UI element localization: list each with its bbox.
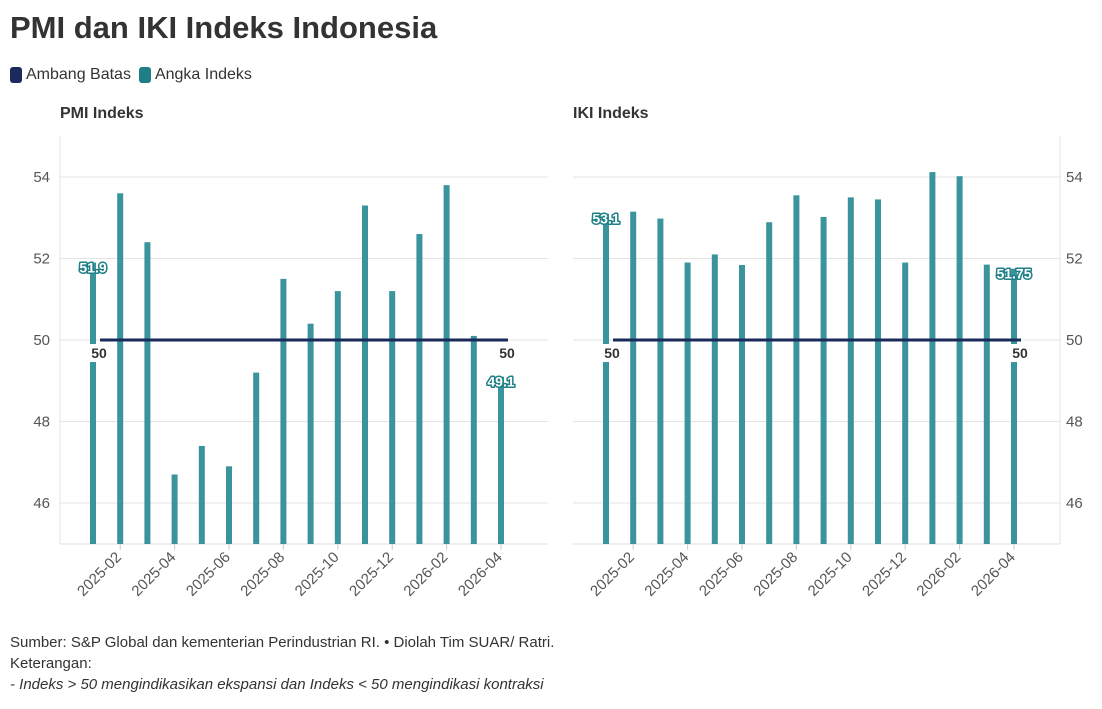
- iki-bar: [630, 211, 637, 544]
- pmi-xtick-label: 2025-04: [128, 549, 179, 600]
- pmi-bar: [144, 242, 151, 544]
- iki-ytick-label: 50: [1066, 332, 1083, 349]
- note-heading: Keterangan:: [10, 655, 92, 672]
- pmi-ytick-label: 46: [33, 495, 50, 512]
- iki-bar: [983, 264, 990, 544]
- iki-threshold-label-bg: [1010, 344, 1026, 362]
- pmi-xtick-label: 2025-10: [292, 549, 343, 600]
- legend-item-threshold[interactable]: Ambang Batas: [10, 66, 131, 84]
- pmi-bar: [90, 262, 96, 544]
- legend-label-index: Angka Indeks: [154, 66, 252, 83]
- iki-ytick-label: 52: [1066, 251, 1083, 268]
- pmi-ytick-label: 54: [33, 169, 50, 186]
- iki-ytick-label: 48: [1066, 414, 1083, 431]
- iki-bar: [739, 265, 745, 544]
- pmi-bar: [389, 291, 396, 544]
- source-text: Sumber: S&P Global dan kementerian Perin…: [10, 634, 555, 651]
- pmi-bar: [253, 372, 260, 544]
- legend-label-threshold: Ambang Batas: [26, 66, 131, 83]
- iki-xtick-label: 2025-06: [696, 549, 747, 600]
- iki-bar: [793, 195, 800, 544]
- pmi-panel-title: PMI Indeks: [60, 105, 144, 122]
- pmi-threshold-label-bg: [89, 344, 105, 362]
- iki-xtick-label: 2026-04: [968, 549, 1019, 600]
- note-text: - Indeks > 50 mengindikasikan ekspansi d…: [10, 676, 544, 693]
- pmi-ytick-label: 48: [33, 414, 50, 431]
- iki-ytick-label: 54: [1066, 169, 1083, 186]
- legend-swatch-index: [138, 67, 151, 83]
- iki-threshold-label: 50: [1012, 345, 1028, 361]
- pmi-bar: [198, 445, 205, 544]
- pmi-threshold-label: 50: [91, 345, 107, 361]
- pmi-bar: [280, 278, 287, 544]
- pmi-threshold-label-bg: [497, 344, 513, 362]
- iki-panel-title: IKI Indeks: [573, 105, 649, 122]
- iki-bar: [847, 197, 854, 544]
- legend: Ambang Batas Angka Indeks: [10, 66, 260, 84]
- iki-bar: [657, 218, 664, 544]
- pmi-xtick-label: 2025-06: [183, 549, 234, 600]
- iki-bar: [684, 262, 691, 544]
- iki-ytick-label: 46: [1066, 495, 1083, 512]
- pmi-bar: [117, 193, 124, 545]
- pmi-bar: [416, 234, 423, 545]
- iki-threshold-label: 50: [604, 345, 620, 361]
- pmi-threshold-label: 50: [499, 345, 515, 361]
- iki-xtick-label: 2025-02: [587, 549, 638, 600]
- pmi-bar: [334, 291, 341, 544]
- pmi-xtick-label: 2025-08: [237, 549, 288, 600]
- iki-value-label: 51.75: [996, 266, 1031, 282]
- pmi-xtick-label: 2025-02: [74, 549, 125, 600]
- pmi-xtick-label: 2026-04: [455, 549, 506, 600]
- pmi-bar: [443, 185, 450, 544]
- pmi-ytick-label: 50: [33, 332, 50, 349]
- iki-value-label: 53.1: [592, 211, 619, 227]
- iki-bar: [766, 222, 773, 545]
- iki-bar: [711, 254, 718, 545]
- iki-xtick-label: 2025-10: [805, 549, 856, 600]
- pmi-bar: [226, 466, 232, 544]
- legend-swatch-threshold: [10, 67, 22, 83]
- iki-bar: [956, 176, 963, 544]
- iki-xtick-label: 2026-02: [913, 549, 964, 600]
- chart-title: PMI dan IKI Indeks Indonesia: [10, 10, 438, 45]
- pmi-xtick-label: 2026-02: [400, 549, 451, 600]
- iki-bar: [820, 216, 827, 544]
- pmi-bar: [362, 205, 368, 544]
- pmi-bar: [498, 376, 504, 544]
- legend-item-index[interactable]: Angka Indeks: [138, 66, 252, 84]
- pmi-bar: [470, 335, 477, 544]
- iki-bar: [875, 199, 881, 544]
- pmi-xtick-label: 2025-12: [346, 549, 397, 600]
- footer: Sumber: S&P Global dan kementerian Perin…: [10, 632, 554, 695]
- pmi-value-label: 51.9: [79, 260, 106, 276]
- pmi-ytick-label: 52: [33, 251, 50, 268]
- pmi-bar: [307, 323, 314, 544]
- pmi-value-label: 49.1: [487, 374, 514, 390]
- iki-bar: [1011, 268, 1017, 544]
- iki-bar: [603, 213, 609, 545]
- iki-bar: [929, 172, 936, 545]
- iki-xtick-label: 2025-08: [750, 549, 801, 600]
- iki-xtick-label: 2025-12: [859, 549, 910, 600]
- pmi-bar: [171, 474, 178, 544]
- iki-xtick-label: 2025-04: [641, 549, 692, 600]
- iki-bar: [902, 262, 909, 544]
- iki-threshold-label-bg: [602, 344, 618, 362]
